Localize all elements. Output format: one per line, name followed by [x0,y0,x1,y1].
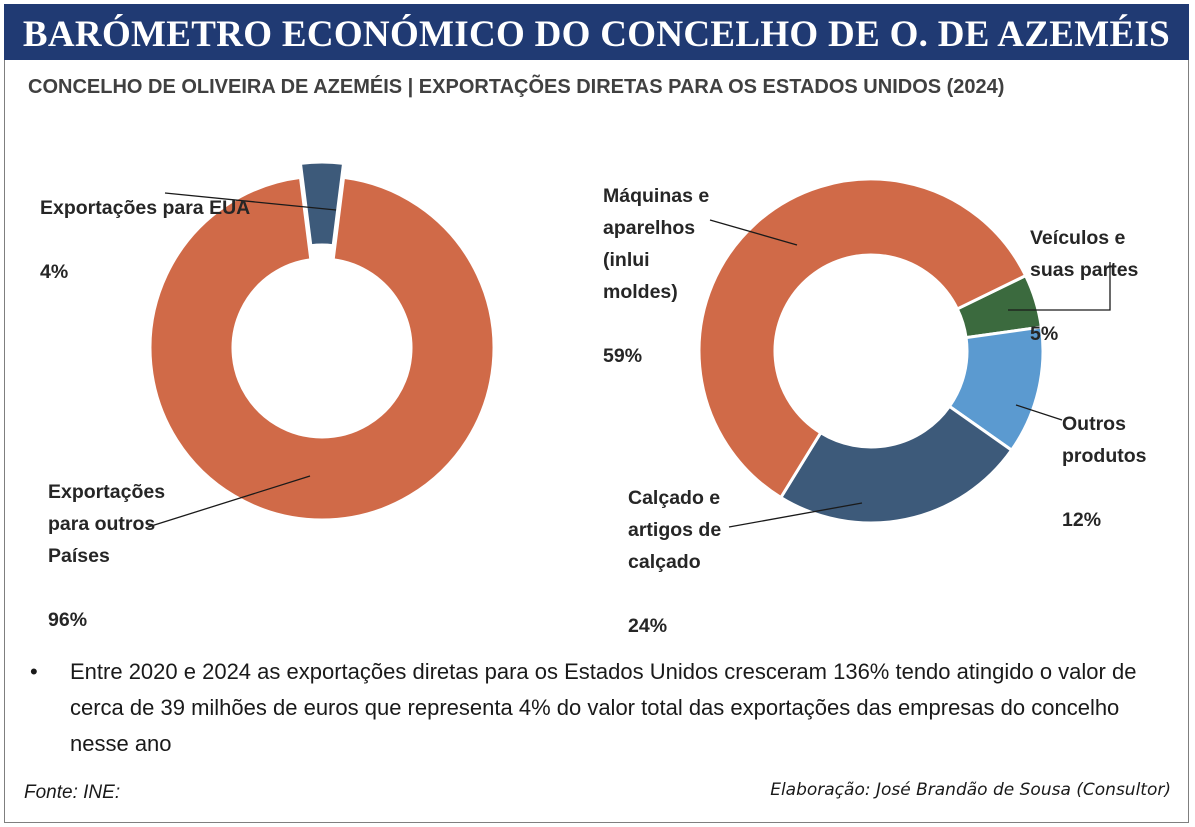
note-text: Entre 2020 e 2024 as exportações diretas… [70,659,1137,756]
label-calcado-pct: 24% [628,615,668,637]
leader-outros-produtos [1015,404,1063,421]
label-eua-name: Exportações para EUA [40,197,251,219]
label-maquinas: Máquinas e aparelhos (inlui moldes) 59% [603,148,709,372]
label-maquinas-pct: 59% [603,345,643,367]
slice-maquinas-e-aparelhos-inlui-moldes [697,177,1028,500]
label-outros-paises: Exportações para outros Países 96% [48,444,165,636]
leader-eua [164,192,337,211]
label-calcado-name: Calçado e artigos de calçado [628,487,722,573]
leader-calcado [728,502,863,528]
label-outros-produtos-name: Outros produtos [1062,413,1147,467]
credit-note: Elaboração: José Brandão de Sousa (Consu… [770,780,1171,800]
label-outros-produtos: Outros produtos 12% [1062,376,1146,536]
label-eua: Exportações para EUA 4% [40,160,250,288]
slice-exportacoes-para-outros-paises [148,175,496,522]
leader-maquinas [709,219,798,246]
label-veiculos-pct: 5% [1030,323,1059,345]
leader-outros-paises [147,475,311,528]
label-veiculos: Veículos e suas partes 5% [1030,190,1138,350]
label-outros-paises-pct: 96% [48,609,88,631]
label-eua-pct: 4% [40,261,69,283]
source-note: Fonte: INE: [24,782,121,803]
label-calcado: Calçado e artigos de calçado 24% [628,450,721,642]
label-veiculos-name: Veículos e suas partes [1030,227,1139,281]
leader-veiculos [1008,262,1111,311]
slice-calcado-e-artigos-de-calcado [778,404,1014,525]
label-maquinas-name: Máquinas e aparelhos (inlui moldes) [603,185,710,303]
bullet-icon: • [30,659,38,684]
chart-subtitle: CONCELHO DE OLIVEIRA DE AZEMÉIS | EXPORT… [28,76,1005,98]
leader-lines [147,192,1111,528]
slice-exportacoes-para-eua [298,160,346,248]
page-title: BARÓMETRO ECONÓMICO DO CONCELHO DE O. DE… [4,4,1189,60]
label-outros-paises-name: Exportações para outros Países [48,481,166,567]
label-outros-produtos-pct: 12% [1062,509,1102,531]
right-donut-chart [697,177,1045,525]
left-donut-chart [148,160,496,522]
